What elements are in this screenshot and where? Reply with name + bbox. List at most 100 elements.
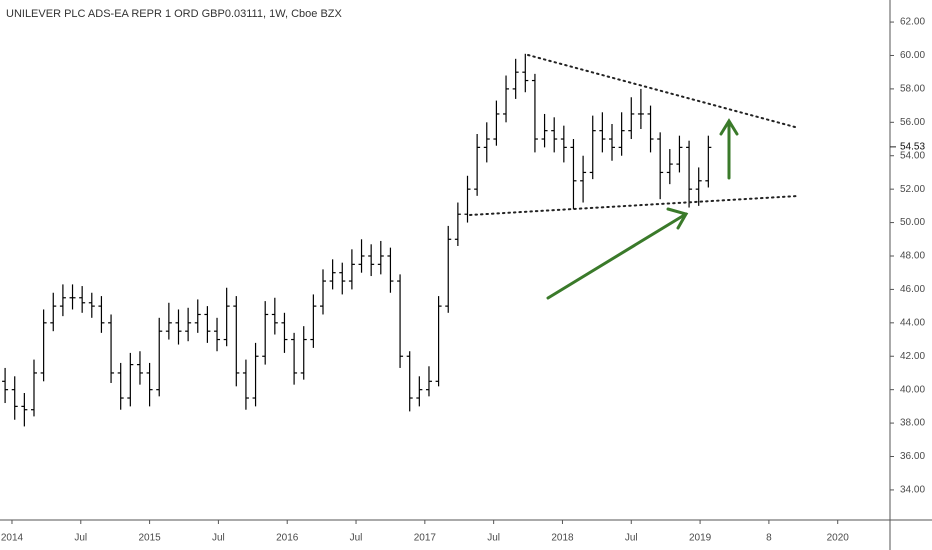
ohlc-bar [300,326,307,380]
ohlc-bar [214,317,221,352]
ohlc-bar [416,376,423,407]
x-tick-label: 2019 [689,533,712,544]
ohlc-bar [695,167,702,206]
ohlc-bar [30,359,37,417]
ohlc-bar [281,312,288,353]
ohlc-bar [397,274,404,368]
y-tick-label: 62.00 [900,17,925,28]
chart-title: UNILEVER PLC ADS-EA REPR 1 ORD GBP0.0311… [6,8,343,20]
ohlc-bar [522,53,529,93]
x-tick-label: 2016 [276,533,299,544]
y-tick-label: 54.00 [900,150,925,161]
x-tick-label: 2014 [1,533,24,544]
ohlc-bar [368,244,375,277]
x-tick-label: Jul [212,533,225,544]
ohlc-bar [628,97,635,140]
marks [2,53,712,427]
ohlc-bar [2,367,9,404]
ohlc-bar [676,135,683,173]
ohlc-bar [435,296,442,387]
ohlc-bar [647,105,654,153]
diagonal-arrowhead [666,207,689,230]
ohlc-bar [50,292,57,332]
y-tick-label: 42.00 [900,351,925,362]
ohlc-bar [358,239,365,273]
ohlc-bar [503,75,510,123]
ohlc-bar [377,240,384,275]
ohlc-bar [493,100,500,146]
ohlc-bar [69,284,76,310]
ohlc-bar [88,292,95,318]
y-tick-label: 56.00 [900,117,925,128]
ohlc-bar [686,140,693,208]
x-tick-label: Jul [74,533,87,544]
y-tick-label: 36.00 [900,451,925,462]
ohlc-bar [570,139,577,210]
ohlc-bar [127,352,134,407]
upper-trendline [527,54,796,128]
y-tick-label: 60.00 [900,50,925,61]
ohlc-bar [194,299,201,333]
y-tick-label: 48.00 [900,251,925,262]
ohlc-bar [483,122,490,163]
x-tick-label: Jul [625,533,638,544]
last-price-label: 54.53 [900,142,925,153]
lower-trendline [469,195,799,216]
ohlc-bar [657,132,664,200]
ohlc-bar [319,269,326,315]
ohlc-bar [666,149,673,185]
ohlc-bar [79,286,86,313]
ohlc-bar [175,309,182,345]
x-tick-label: Jul [350,533,363,544]
ohlc-bar [705,135,712,188]
ohlc-bar [117,362,124,410]
ohlc-bar [618,112,625,156]
x-tick-label: 2020 [827,533,850,544]
x-tick-label: Jul [487,533,500,544]
ohlc-bar [599,112,606,153]
ohlc-bar [339,262,346,295]
ohlc-bar [11,376,18,420]
ohlc-bar [637,88,644,129]
y-tick-label: 34.00 [900,485,925,496]
y-tick-label: 38.00 [900,418,925,429]
ohlc-bar [425,366,432,397]
ohlc-bar [474,134,481,196]
ohlc-bar [310,294,317,348]
ohlc-bar [454,202,461,246]
ohlc-bar [165,302,172,340]
x-tick-label: 2018 [551,533,574,544]
ohlc-bar [223,287,230,347]
ohlc-bar [329,259,336,290]
diagonal-arrow [546,212,688,300]
ohlc-bar [146,362,153,407]
y-tick-label: 52.00 [900,184,925,195]
y-tick-label: 40.00 [900,384,925,395]
ohlc-bar [609,123,616,161]
ohlc-bar [445,225,452,313]
ohlc-bar [464,175,471,223]
y-tick-label: 58.00 [900,84,925,95]
ohlc-bar [40,309,47,382]
ohlc-bar [580,155,587,203]
ohlc-bar [108,314,115,383]
ohlc-bar [252,342,259,407]
ohlc-bar [156,317,163,397]
ohlc-bar [262,301,269,365]
ohlc-bar [512,58,519,99]
x-tick-label: 2015 [138,533,161,544]
ohlc-bar [98,296,105,333]
ohlc-bar [560,125,567,163]
ohlc-bar [233,296,240,387]
ohlc-bar [291,332,298,385]
ohlc-bar [387,247,394,293]
ohlc-bar [551,117,558,153]
y-tick-label: 46.00 [900,284,925,295]
ohlc-bar [59,284,66,317]
ohlc-bar [541,113,548,148]
ohlc-bar [531,73,538,153]
ohlc-bar [185,307,192,342]
